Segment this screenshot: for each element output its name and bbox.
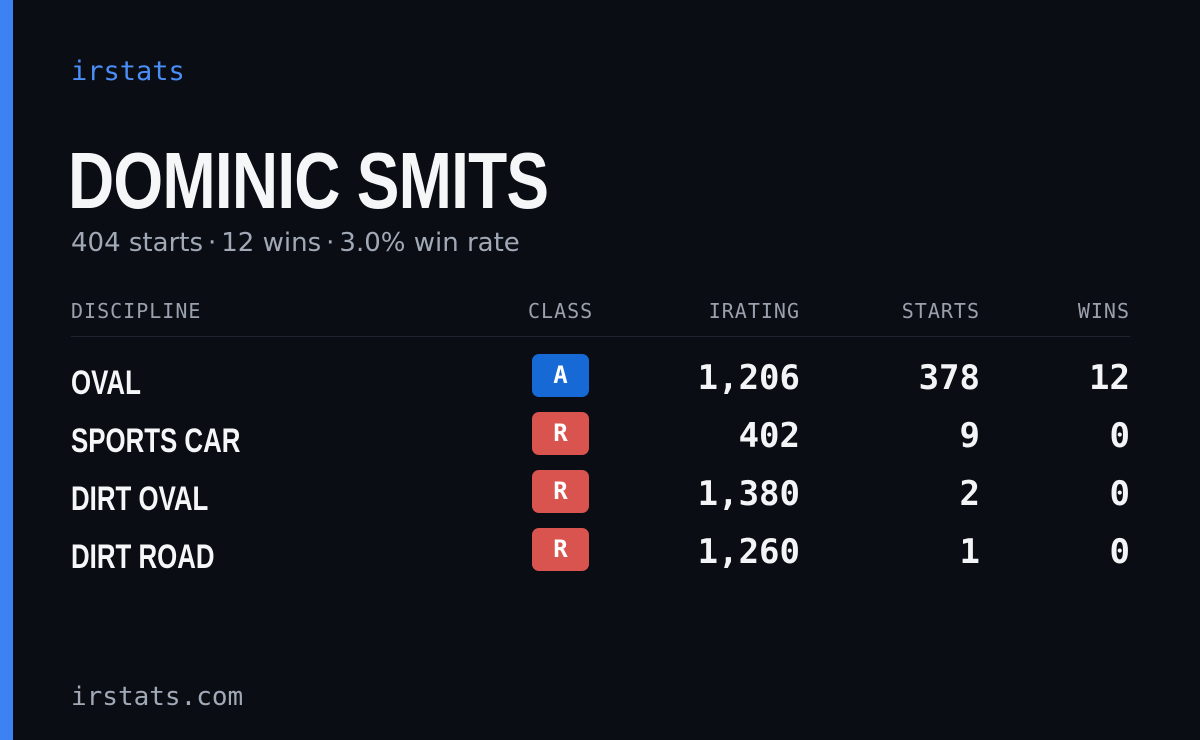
header-discipline: DISCIPLINE — [71, 299, 202, 323]
wins-value: 0 — [1109, 532, 1130, 572]
wins-value: 12 — [1089, 358, 1130, 398]
stats-summary: 404 starts · 12 wins · 3.0% win rate — [71, 228, 520, 258]
discipline-name: DIRT ROAD — [71, 538, 215, 576]
header-class: CLASS — [528, 299, 594, 323]
discipline-table: DISCIPLINE CLASS IRATING STARTS WINS OVA… — [71, 296, 1130, 576]
header-starts: STARTS — [901, 299, 980, 323]
brand-logo: irstats — [71, 56, 185, 87]
table-row: SPORTS CAR R 402 9 0 — [71, 412, 1130, 470]
header-irating: IRATING — [708, 299, 800, 323]
summary-separator: · — [208, 228, 217, 258]
starts-value: 2 — [959, 474, 980, 514]
table-row: OVAL A 1,206 378 12 — [71, 354, 1130, 412]
accent-bar — [0, 0, 13, 740]
irating-value: 1,206 — [697, 358, 800, 398]
summary-win-rate: 3.0% win rate — [339, 228, 520, 258]
irating-value: 402 — [738, 416, 800, 456]
footer-url: irstats.com — [71, 682, 244, 712]
summary-wins: 12 wins — [221, 228, 322, 258]
wins-value: 0 — [1109, 416, 1130, 456]
irating-value: 1,260 — [697, 532, 800, 572]
class-badge: A — [532, 354, 589, 397]
class-badge: R — [532, 412, 589, 455]
summary-separator: · — [326, 228, 335, 258]
class-badge: R — [532, 470, 589, 513]
starts-value: 1 — [959, 532, 980, 572]
table-header: DISCIPLINE CLASS IRATING STARTS WINS — [71, 296, 1130, 337]
starts-value: 9 — [959, 416, 980, 456]
discipline-name: DIRT OVAL — [71, 480, 209, 518]
discipline-name: SPORTS CAR — [71, 422, 241, 460]
irating-value: 1,380 — [697, 474, 800, 514]
starts-value: 378 — [918, 358, 980, 398]
class-badge: R — [532, 528, 589, 571]
discipline-name: OVAL — [71, 364, 141, 402]
wins-value: 0 — [1109, 474, 1130, 514]
summary-starts: 404 starts — [71, 228, 203, 258]
player-name: DOMINIC SMITS — [68, 136, 549, 225]
table-row: DIRT ROAD R 1,260 1 0 — [71, 528, 1130, 586]
header-wins: WINS — [1077, 299, 1130, 323]
table-row: DIRT OVAL R 1,380 2 0 — [71, 470, 1130, 528]
